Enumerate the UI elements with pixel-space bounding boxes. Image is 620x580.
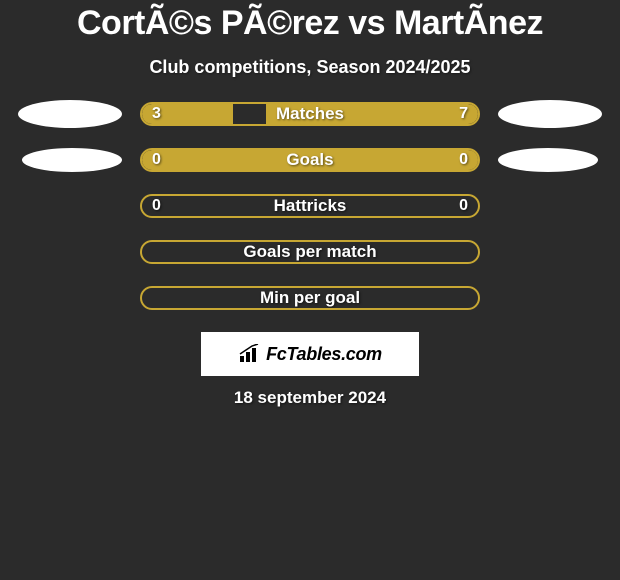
stat-value-left: 0 [152,197,161,215]
date-label: 18 september 2024 [0,388,620,408]
stat-bar: Goals per match [140,240,480,264]
stat-value-left: 3 [152,105,161,123]
left-player-marker [18,284,122,312]
stat-bar: 0 0 Hattricks [140,194,480,218]
subtitle: Club competitions, Season 2024/2025 [0,57,620,78]
stat-value-right: 7 [459,105,468,123]
left-player-marker [18,100,122,128]
left-player-marker [18,238,122,266]
stat-label: Matches [276,104,344,124]
right-player-marker [498,284,602,312]
stat-label: Hattricks [274,196,347,216]
stat-label: Goals per match [243,242,376,262]
page-title: CortÃ©s PÃ©rez vs MartÃ­nez [0,4,620,43]
site-logo: FcTables.com [201,332,419,376]
stat-value-right: 0 [459,151,468,169]
stat-row: 0 0 Goals [0,148,620,172]
stat-bar: 0 0 Goals [140,148,480,172]
stats-area: 3 7 Matches 0 0 Goals 0 0 Hattricks Goals per mat… [0,102,620,310]
stat-label: Min per goal [260,288,360,308]
stat-bar: Min per goal [140,286,480,310]
right-player-marker [498,192,602,220]
right-player-marker [498,238,602,266]
stat-row: 0 0 Hattricks [0,194,620,218]
stat-row: Min per goal [0,286,620,310]
right-player-marker [498,100,602,128]
stat-value-right: 0 [459,197,468,215]
comparison-card: CortÃ©s PÃ©rez vs MartÃ­nez Club competi… [0,0,620,408]
chart-icon [238,344,262,364]
left-player-marker [22,148,122,172]
stat-value-left: 0 [152,151,161,169]
stat-row: 3 7 Matches [0,102,620,126]
stat-label: Goals [286,150,333,170]
stat-row: Goals per match [0,240,620,264]
stat-bar: 3 7 Matches [140,102,480,126]
left-player-marker [18,192,122,220]
logo-text: FcTables.com [266,344,382,365]
right-player-marker [498,148,598,172]
